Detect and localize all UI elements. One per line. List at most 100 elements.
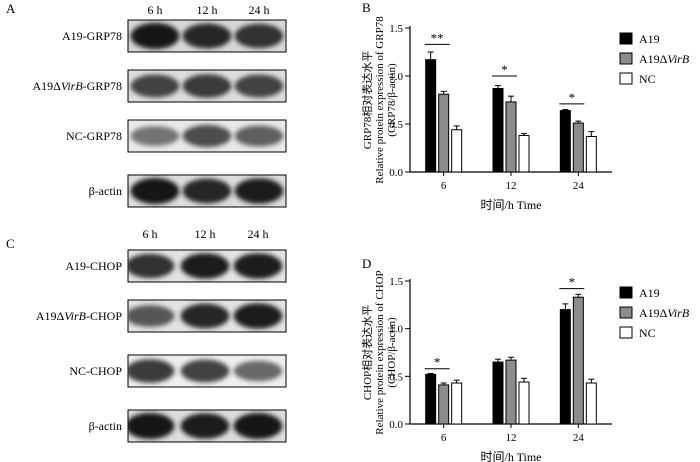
band (130, 22, 180, 50)
blot-row: NC-GRP78 (66, 119, 287, 153)
bar (518, 135, 530, 173)
band (180, 303, 230, 329)
band-group (128, 359, 283, 383)
legend-label: NC (639, 326, 656, 340)
blot-panel-A: A 6 h 12 h 24 h A19-GRP78 A19ΔVirB-GRP78 NC-GR… (6, 1, 287, 208)
panel-letter: D (362, 256, 371, 271)
blot-row-label: NC-GRP78 (66, 129, 122, 143)
time-label: 12 h (195, 227, 216, 241)
y-tick-label: 0.0 (389, 167, 403, 179)
y-axis-label: Relative protein expression of CHOP (374, 270, 386, 434)
bar (425, 373, 437, 425)
bar (585, 382, 597, 425)
time-label: 6 h (148, 3, 163, 17)
chart-D: D 0.0 0.5 1.0 1.5 6 12 24 * * CHOP相对表达水平 Relative p… (360, 256, 690, 462)
x-axis-label: 时间/h Time (480, 198, 541, 212)
x-axis-label: 时间/h Time (480, 450, 541, 462)
band (233, 253, 283, 279)
legend-swatch (619, 326, 633, 339)
blot-panel-C: C 6 h 12 h 24 h A19-CHOP A19ΔVirB-CHOP NC-CHOP… (6, 227, 287, 443)
band (182, 23, 232, 49)
panel-letter: C (6, 236, 15, 251)
legend-swatch (619, 286, 633, 299)
blot-row-label: β-actin (89, 184, 122, 198)
x-tick-label: 12 (506, 180, 517, 192)
bar (559, 309, 571, 425)
band (130, 126, 180, 146)
bar (505, 101, 517, 173)
time-label: 6 h (143, 227, 158, 241)
blot-row: NC-CHOP (69, 354, 287, 388)
western-blot-layer: A 6 h 12 h 24 h A19-GRP78 A19ΔVirB-GRP78 NC-GR… (6, 1, 287, 443)
y-tick-label: 1.0 (389, 324, 403, 336)
significance-label: ** (431, 30, 444, 45)
band (130, 74, 180, 98)
band (182, 124, 232, 148)
blot-row-label: A19-GRP78 (62, 29, 122, 43)
x-tick-label: 24 (573, 432, 585, 444)
bar (451, 129, 463, 173)
time-label: 12 h (197, 3, 218, 17)
blot-row: A19ΔVirB-GRP78 (32, 69, 287, 103)
bar-chart-layer: B0.00.51.01.56 12 24****GRP78相对表达水平 Relativ… (360, 0, 690, 462)
y-axis-label: Relative protein expression of GRP78 (374, 16, 386, 184)
band (180, 253, 230, 279)
blot-row: A19-GRP78 (62, 19, 287, 53)
legend-swatch (619, 72, 633, 85)
bar (492, 361, 504, 425)
blot-row: A19-CHOP (65, 249, 287, 283)
panel-letter: B (362, 0, 371, 15)
band-group (130, 22, 284, 50)
bar (425, 59, 437, 173)
band (128, 305, 175, 327)
y-tick-label: 1.0 (389, 71, 403, 83)
y-tick-label: 0.5 (389, 119, 403, 131)
significance-label: * (501, 62, 508, 77)
x-tick-label: 24 (573, 180, 585, 192)
band (128, 253, 175, 279)
blot-row-label: A19ΔVirB-CHOP (36, 309, 123, 323)
legend-label: A19 (639, 286, 660, 300)
bar (559, 110, 571, 173)
x-tick-label: 6 (441, 180, 447, 192)
significance-label: * (434, 355, 441, 370)
significance-label: * (569, 90, 576, 105)
y-tick-label: 1.5 (389, 276, 403, 288)
band (233, 303, 283, 329)
bar (585, 135, 597, 173)
band (130, 177, 180, 205)
legend-swatch (619, 306, 633, 319)
bar (492, 87, 504, 173)
y-tick-label: 0.5 (389, 371, 403, 383)
blot-row-label: β-actin (89, 419, 122, 433)
band-group (130, 177, 284, 205)
band (128, 412, 175, 440)
legend-label: A19 (639, 32, 660, 46)
band (234, 74, 284, 98)
legend-label: A19ΔVirB (639, 52, 690, 66)
band (234, 23, 284, 49)
legend-label: A19ΔVirB (639, 306, 690, 320)
blot-row-label: A19-CHOP (65, 259, 122, 273)
panel-letter: A (6, 1, 16, 16)
blot-row-label: NC-CHOP (69, 364, 122, 378)
x-tick-label: 6 (441, 432, 447, 444)
y-axis-label: GRP78相对表达水平 (360, 51, 374, 149)
legend-swatch (619, 52, 633, 65)
bar (572, 296, 584, 425)
legend-swatch (619, 32, 633, 45)
significance-label: * (569, 275, 576, 290)
band-group (128, 253, 283, 279)
bar (572, 122, 584, 173)
band-group (130, 74, 284, 98)
blot-row-label: A19ΔVirB-GRP78 (32, 79, 122, 93)
blot-row: β-actin (89, 174, 287, 208)
time-label: 24 h (249, 3, 270, 17)
band (233, 360, 283, 382)
band-group (130, 124, 284, 148)
y-axis-label: CHOP相对表达水平 (360, 305, 374, 400)
band (180, 359, 230, 383)
band (233, 412, 283, 440)
band (182, 178, 232, 204)
